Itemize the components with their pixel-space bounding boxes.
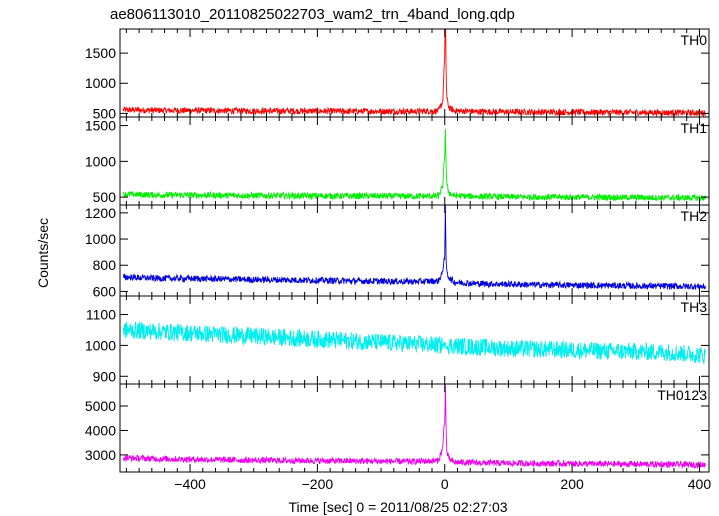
series-line-th0 [122,29,706,117]
series-line-th2 [122,205,707,290]
x-tick-label: 400 [688,476,712,492]
y-tick-label: 3000 [85,447,116,463]
y-tick-label: 1100 [86,307,116,323]
y-tick-label: 1500 [85,45,116,61]
y-tick-label: 800 [93,257,117,273]
panel-frame [119,28,710,118]
y-axis-label: Counts/sec [35,218,51,288]
x-axis-label: Time [sec] 0 = 2011/08/25 02:27:03 [288,499,507,515]
x-tick-label: 200 [560,476,584,492]
panel-label: TH0 [681,32,708,48]
y-tick-label: 1200 [85,205,116,221]
y-tick-label: 1000 [85,337,116,353]
y-tick-label: 1000 [85,75,116,91]
series-line-th1 [122,129,707,203]
series-line-th0123 [122,384,706,470]
panel-frame [119,116,710,206]
panel-frame [119,204,710,297]
x-tick-label: −400 [174,476,206,492]
x-tick-label: −200 [302,476,334,492]
y-tick-label: 600 [93,283,117,299]
y-tick-label: 5000 [85,398,116,414]
y-tick-label: 500 [93,105,117,121]
series-line-th3 [122,321,707,365]
panel-th3: 900 1000 1100 TH3 [85,295,710,385]
panel-th2: 600 800 1000 1200 TH2 [85,204,710,299]
y-tick-label: 1000 [85,153,116,169]
y-tick-label: 1000 [85,231,116,247]
y-tick-label: 500 [93,189,117,205]
chart-title: ae806113010_20110825022703_wam2_trn_4ban… [110,6,515,23]
y-tick-label: 4000 [85,422,116,438]
x-tick-label: 0 [441,476,449,492]
panel-th1: 500 1000 1500 TH1 [85,116,710,206]
panel-label: TH0123 [657,387,707,403]
y-tick-label: 1500 [85,118,116,134]
panel-label: TH2 [681,208,708,224]
panel-th0123: 3000 4000 5000 TH0123 −400 −200 0 200 400 [85,383,712,492]
panel-label: TH3 [681,299,708,315]
y-tick-label: 900 [93,368,117,384]
panel-label: TH1 [681,120,708,136]
panel-frame [119,383,710,473]
panels-group: 500 1000 1500 TH0 500 1000 1500 TH1 600 800 1000 12… [85,28,712,492]
